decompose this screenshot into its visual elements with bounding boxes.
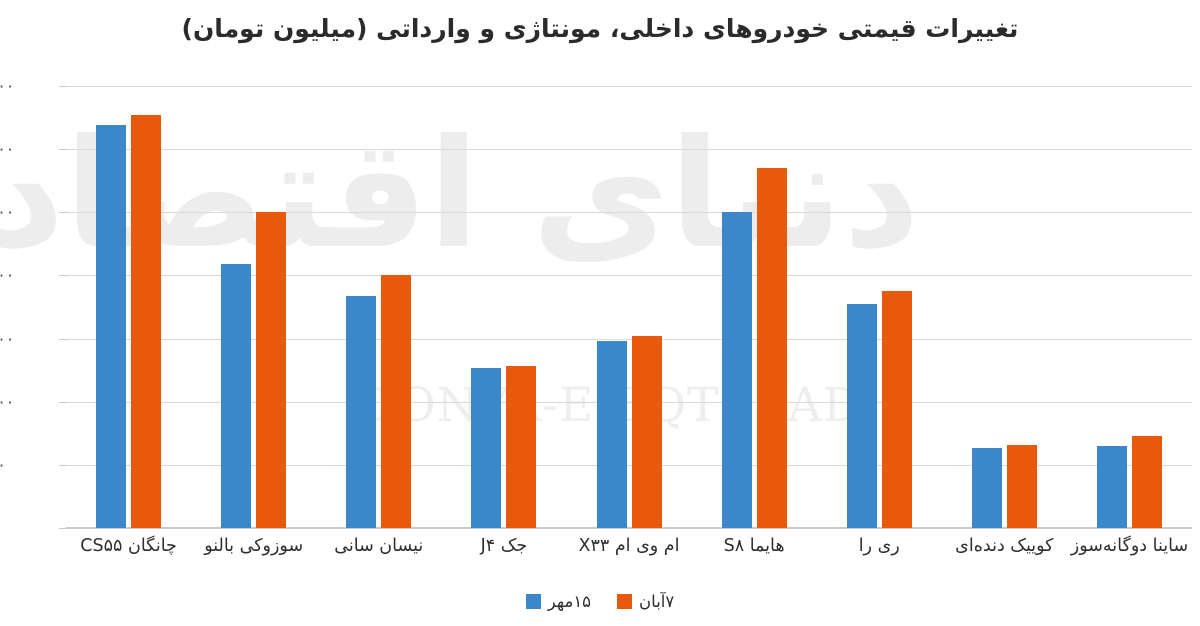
bar: [756, 168, 787, 528]
x-axis-label: جک J۴: [480, 536, 528, 556]
y-axis-tick-mark: [59, 338, 66, 340]
y-axis-tick-label: ۲۰۰۰: [0, 265, 15, 285]
y-axis-tick-mark: [59, 149, 66, 151]
gridline: [66, 275, 1192, 277]
bar: [1131, 436, 1162, 528]
y-axis-tick-label: ۳۵۰۰: [0, 76, 15, 95]
y-axis-tick-label: ۵۰۰: [0, 454, 6, 474]
x-axis-label: نیسان سانی: [334, 536, 424, 556]
gridline: [66, 149, 1192, 151]
bar: [256, 212, 287, 528]
bar: [506, 365, 537, 528]
legend-item[interactable]: ۱۵مهر: [525, 592, 592, 611]
y-axis-tick-label: ۰: [0, 518, 50, 537]
bar: [1006, 444, 1037, 528]
bar: [471, 367, 502, 528]
y-axis-tick-mark: [59, 86, 66, 87]
x-axis-label: چانگان CS۵۵: [80, 536, 177, 556]
x-axis-label: ری را: [858, 536, 900, 556]
y-axis-tick-mark: [59, 212, 66, 214]
bar: [631, 336, 662, 528]
legend-label: ۱۵مهر: [547, 592, 592, 611]
bar: [1096, 445, 1127, 528]
bar: [846, 304, 877, 528]
y-axis-tick-label: ۱۰۰۰: [0, 391, 15, 411]
gridline: [66, 86, 1192, 87]
gridline: [66, 338, 1192, 340]
plot-area: ۰۵۰۰۱۰۰۰۱۵۰۰۲۰۰۰۲۵۰۰۳۰۰۰۳۵۰۰: [0, 76, 1192, 529]
bar: [971, 447, 1002, 528]
y-axis-tick-mark: [59, 528, 66, 529]
y-axis-tick-mark: [59, 464, 66, 466]
legend-label: ۷آبان: [639, 592, 675, 611]
x-axis-label: سوزوکی بالنو: [204, 536, 304, 556]
y-axis-tick-mark: [59, 401, 66, 403]
y-axis-tick-label: ۱۵۰۰: [0, 328, 15, 348]
bar: [721, 212, 752, 528]
x-axis-line: [66, 527, 1192, 529]
x-axis-label: هایما S۸: [723, 536, 785, 556]
y-axis-tick-mark: [59, 275, 66, 277]
chart-legend: ۱۵مهر ۷آبان: [0, 592, 1200, 611]
bar: [881, 290, 912, 528]
x-axis-label: ساینا دوگانه‌سوز: [1070, 536, 1189, 556]
x-axis-labels: ساینا دوگانه‌سوز کوییک دنده‌ای ری را هایما …: [66, 536, 1192, 582]
bar: [381, 275, 412, 528]
bar: [131, 115, 162, 528]
bar: [221, 264, 252, 528]
gridline: [66, 401, 1192, 403]
chart-title: تغییرات قیمتی خودروهای داخلی، مونتاژی و …: [181, 14, 1019, 43]
legend-swatch-icon: [617, 594, 633, 609]
bar: [96, 125, 127, 528]
gridline: [66, 464, 1192, 466]
legend-swatch-icon: [525, 594, 541, 609]
bar: [346, 295, 377, 528]
x-axis-label: ام وی ام X۳۳: [578, 536, 680, 556]
y-axis-tick-label: ۳۰۰۰: [0, 139, 15, 159]
y-axis-tick-label: ۲۵۰۰: [0, 202, 15, 222]
bar: [596, 341, 627, 528]
x-axis-label: کوییک دنده‌ای: [955, 536, 1054, 556]
legend-item[interactable]: ۷آبان: [617, 592, 674, 611]
gridline: [66, 212, 1192, 214]
